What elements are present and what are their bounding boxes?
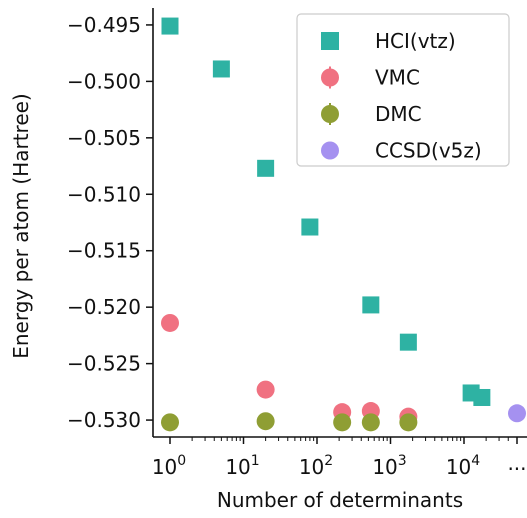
legend-marker: [321, 32, 339, 50]
y-tick-label: −0.495: [67, 13, 141, 37]
legend-label: VMC: [375, 66, 420, 90]
legend-box: [296, 13, 510, 167]
data-point-hci-vtz-: [257, 159, 275, 177]
y-tick-label: −0.520: [67, 295, 141, 319]
x-tick-label: 104: [446, 453, 480, 479]
data-point-dmc: [256, 412, 275, 431]
x-axis-ticks: 100 101 102 103 104...: [152, 437, 527, 479]
y-tick-label: −0.515: [67, 239, 141, 263]
y-tick-label: −0.510: [67, 182, 141, 206]
data-point-dmc: [161, 413, 179, 432]
legend-label: HCI(vtz): [375, 29, 456, 53]
y-tick-label: −0.530: [67, 408, 141, 432]
legend-marker: [321, 105, 339, 123]
y-tick-label: −0.500: [67, 69, 141, 93]
y-axis-ticks: −0.495 −0.500 −0.505 −0.510 −0.515 −0.520 −0.5…: [67, 13, 153, 432]
data-point-dmc: [333, 413, 352, 432]
legend-marker: [321, 141, 339, 160]
data-point-ccsd-v5z-: [508, 404, 526, 423]
x-tick-label: 100: [152, 453, 186, 479]
legend-label: DMC: [375, 102, 422, 126]
data-point-hci-vtz-: [362, 296, 380, 314]
y-axis-label: Energy per atom (Hartree): [9, 93, 33, 359]
x-tick-label: 102: [299, 453, 333, 479]
x-tick-label: 103: [372, 453, 406, 479]
y-tick-label: −0.505: [67, 126, 141, 150]
data-point-hci-vtz-: [161, 17, 179, 35]
data-point-vmc: [256, 380, 275, 399]
data-point-hci-vtz-: [301, 218, 319, 236]
legend: HCI(vtz) VMC DMC CCSD(v5z): [296, 13, 510, 167]
data-points: [161, 17, 526, 432]
legend-label: CCSD(v5z): [375, 139, 482, 163]
data-point-dmc: [399, 413, 418, 432]
legend-marker: [321, 68, 339, 87]
y-tick-label: −0.525: [67, 352, 141, 376]
x-tick-label: ...: [507, 451, 526, 475]
x-tick-label: 101: [225, 453, 259, 479]
x-axis-label: Number of determinants: [217, 488, 463, 512]
data-point-dmc: [361, 413, 380, 432]
data-point-hci-vtz-: [473, 388, 491, 406]
data-point-hci-vtz-: [399, 333, 417, 351]
data-point-vmc: [161, 313, 179, 332]
data-point-hci-vtz-: [212, 60, 230, 78]
